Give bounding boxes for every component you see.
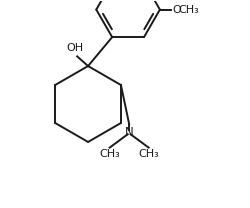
Text: CH₃: CH₃ (99, 149, 120, 159)
Text: O: O (172, 5, 181, 15)
Text: OH: OH (66, 43, 83, 53)
Text: CH₃: CH₃ (178, 5, 199, 15)
Text: N: N (125, 126, 134, 139)
Text: CH₃: CH₃ (138, 149, 159, 159)
